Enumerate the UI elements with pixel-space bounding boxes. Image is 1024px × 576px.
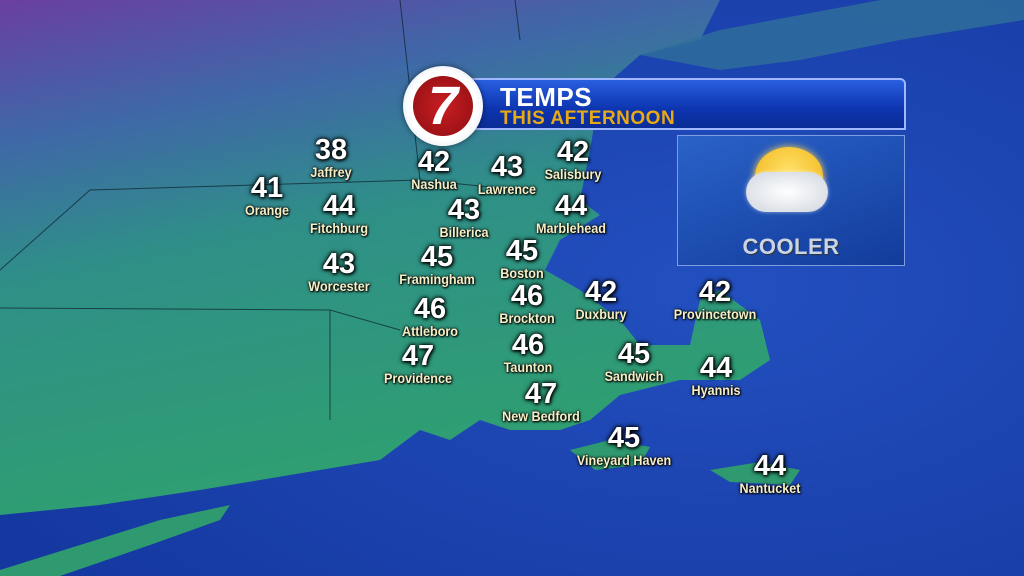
- city-temp: 46: [510, 280, 544, 312]
- island-nantucket: [710, 462, 800, 485]
- city-temp: 42: [584, 276, 618, 308]
- city-label: 46 Attleboro: [399, 293, 461, 340]
- city-label: 42 Salisbury: [541, 136, 604, 183]
- city-label: 45 Framingham: [395, 241, 479, 288]
- logo-text: 7: [427, 76, 459, 136]
- city-label: 47 Providence: [380, 340, 455, 387]
- city-label: 44 Marblehead: [532, 190, 610, 237]
- city-name: Brockton: [499, 310, 555, 326]
- city-name: Jaffrey: [310, 164, 352, 180]
- maine-coast: [640, 0, 1024, 70]
- city-temp: 44: [554, 190, 588, 222]
- city-name: Worcester: [308, 278, 370, 294]
- city-temp: 46: [413, 293, 447, 325]
- condition-panel: COOLER: [677, 135, 905, 266]
- city-label: 46 Taunton: [501, 329, 555, 376]
- city-label: 44 Fitchburg: [307, 190, 372, 237]
- city-temp: 45: [420, 241, 454, 273]
- city-name: Sandwich: [604, 368, 664, 384]
- city-temp: 45: [505, 235, 539, 267]
- city-name: Fitchburg: [309, 220, 369, 236]
- city-name: New Bedford: [502, 408, 580, 424]
- city-temp: 38: [314, 134, 348, 166]
- city-label: 42 Nashua: [409, 146, 460, 193]
- city-name: Taunton: [503, 359, 553, 375]
- city-temp: 42: [417, 146, 451, 178]
- city-name: Hyannis: [691, 382, 741, 398]
- city-name: Billerica: [439, 224, 489, 240]
- city-label: 45 Sandwich: [601, 338, 666, 385]
- city-temp: 47: [524, 378, 558, 410]
- city-label: 44 Nantucket: [736, 450, 804, 497]
- city-name: Lawrence: [477, 181, 537, 197]
- city-temp: 43: [490, 151, 524, 183]
- city-name: Providence: [384, 370, 452, 386]
- city-name: Marblehead: [535, 220, 607, 236]
- city-temp: 42: [556, 136, 590, 168]
- city-name: Nashua: [411, 176, 457, 192]
- city-label: 42 Duxbury: [573, 276, 630, 323]
- city-label: 47 New Bedford: [498, 378, 584, 425]
- city-temp: 41: [250, 172, 284, 204]
- subtitle: THIS AFTERNOON: [500, 108, 676, 129]
- city-name: Framingham: [399, 271, 475, 287]
- city-temp: 43: [447, 194, 481, 226]
- city-temp: 42: [698, 276, 732, 308]
- city-label: 45 Boston: [498, 235, 546, 282]
- city-temp: 47: [401, 340, 435, 372]
- city-temp: 44: [753, 450, 787, 482]
- city-label: 43 Worcester: [305, 248, 373, 295]
- city-temp: 45: [617, 338, 651, 370]
- city-temp: 44: [699, 352, 733, 384]
- long-island: [0, 505, 230, 576]
- channel-7-logo: 7: [403, 66, 483, 146]
- condition-label: COOLER: [742, 234, 840, 259]
- city-label: 38 Jaffrey: [308, 134, 354, 181]
- city-name: Provincetown: [673, 306, 757, 322]
- title-banner: TEMPS THIS AFTERNOON: [440, 78, 906, 130]
- city-temp: 43: [322, 248, 356, 280]
- city-name: Nantucket: [739, 480, 801, 496]
- island-marthas-vineyard: [570, 440, 650, 470]
- city-label: 44 Hyannis: [689, 352, 743, 399]
- city-label: 43 Lawrence: [475, 151, 540, 198]
- city-label: 42 Provincetown: [669, 276, 761, 323]
- city-label: 46 Brockton: [496, 280, 557, 327]
- city-label: 45 Vineyard Haven: [572, 422, 677, 469]
- city-name: Salisbury: [544, 166, 602, 182]
- city-label: 41 Orange: [242, 172, 291, 219]
- city-name: Orange: [244, 202, 290, 218]
- city-temp: 46: [511, 329, 545, 361]
- city-name: Duxbury: [575, 306, 627, 322]
- title: TEMPS: [500, 82, 593, 112]
- city-temp: 45: [607, 422, 641, 454]
- city-name: Vineyard Haven: [576, 452, 672, 468]
- city-temp: 44: [322, 190, 356, 222]
- city-name: Attleboro: [402, 323, 458, 339]
- city-name: Boston: [500, 265, 544, 281]
- cloud-icon: [746, 172, 828, 212]
- city-label: 43 Billerica: [437, 194, 491, 241]
